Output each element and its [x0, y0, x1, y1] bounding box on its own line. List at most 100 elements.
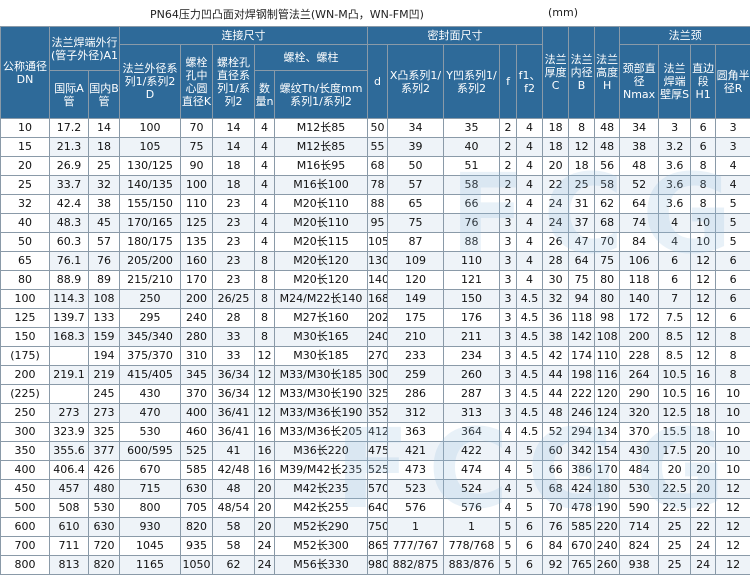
- table-cell: 460: [181, 423, 213, 442]
- table-cell: 363: [388, 423, 444, 442]
- table-cell: 8: [716, 366, 750, 385]
- table-cell: 3: [500, 404, 517, 423]
- table-cell: 245: [89, 385, 120, 404]
- table-cell: 6: [517, 537, 543, 556]
- table-cell: 42.4: [50, 195, 89, 214]
- table-cell: 75: [181, 138, 213, 157]
- table-cell: 130: [368, 252, 388, 271]
- table-cell: 4: [659, 214, 691, 233]
- table-cell: 3: [716, 119, 750, 138]
- table-cell: 370: [620, 423, 659, 442]
- table-cell: 670: [120, 461, 181, 480]
- table-cell: 478: [569, 499, 595, 518]
- header-thickness: 法兰厚度C: [543, 27, 569, 119]
- table-cell: 70: [543, 499, 569, 518]
- table-cell: 25: [659, 556, 691, 575]
- table-cell: M27长160: [275, 309, 368, 328]
- table-cell: 92: [543, 556, 569, 575]
- table-cell: 570: [368, 480, 388, 499]
- table-cell: 2: [500, 195, 517, 214]
- table-cell: 80: [595, 290, 620, 309]
- header-inner-dia: 法兰内径B: [569, 27, 595, 119]
- table-cell: 58: [213, 518, 255, 537]
- table-cell: 198: [569, 366, 595, 385]
- table-cell: M33/M30长190: [275, 385, 368, 404]
- table-cell: 4: [255, 195, 275, 214]
- table-cell: 6: [716, 271, 750, 290]
- table-cell: 149: [388, 290, 444, 309]
- table-cell: 25: [569, 176, 595, 195]
- table-cell: 6: [691, 119, 716, 138]
- flange-spec-table: 公称通径DN 法兰焊端外行(管子外径)A1 连接尺寸 密封面尺寸 法兰厚度C 法…: [0, 26, 750, 575]
- table-cell: 118: [569, 309, 595, 328]
- table-cell: 4: [500, 461, 517, 480]
- table-cell: 3: [659, 119, 691, 138]
- table-cell: 715: [120, 480, 181, 499]
- table-cell: 375/370: [120, 347, 181, 366]
- table-cell: 14: [213, 119, 255, 138]
- table-cell: 100: [181, 176, 213, 195]
- table-cell: 4.5: [517, 423, 543, 442]
- table-cell: 4: [659, 233, 691, 252]
- table-cell: 4.5: [517, 385, 543, 404]
- table-cell: 12: [691, 347, 716, 366]
- table-cell: 22: [543, 176, 569, 195]
- table-cell: 610: [50, 518, 89, 537]
- dn-cell: 150: [1, 328, 50, 347]
- table-cell: 406.4: [50, 461, 89, 480]
- table-cell: 386: [569, 461, 595, 480]
- header-dom-b: 国内B管: [89, 71, 120, 119]
- table-cell: 3: [500, 385, 517, 404]
- table-cell: 74: [620, 214, 659, 233]
- table-cell: 5: [517, 442, 543, 461]
- table-cell: 8: [691, 157, 716, 176]
- table-cell: 6: [691, 138, 716, 157]
- table-cell: M16长100: [275, 176, 368, 195]
- table-cell: M33/M36长205: [275, 423, 368, 442]
- table-cell: 524: [444, 480, 500, 499]
- table-cell: 3: [500, 328, 517, 347]
- table-cell: 88: [368, 195, 388, 214]
- table-cell: 4: [255, 233, 275, 252]
- table-cell: 215/210: [120, 271, 181, 290]
- table-cell: 3: [716, 138, 750, 157]
- table-cell: 200: [620, 328, 659, 347]
- table-cell: 18: [213, 157, 255, 176]
- table-cell: M16长95: [275, 157, 368, 176]
- table-cell: 94: [569, 290, 595, 309]
- header-neck-dia: 颈部直径Nmax: [620, 45, 659, 119]
- table-cell: 51: [444, 157, 500, 176]
- table-cell: 1050: [181, 556, 213, 575]
- table-cell: 62: [213, 556, 255, 575]
- table-cell: 125: [181, 214, 213, 233]
- dn-cell: 700: [1, 537, 50, 556]
- table-cell: M24/M22长140: [275, 290, 368, 309]
- table-cell: M39/M42长235: [275, 461, 368, 480]
- table-cell: 4: [517, 214, 543, 233]
- table-cell: 28: [543, 252, 569, 271]
- table-cell: 159: [89, 328, 120, 347]
- table-cell: 8.5: [659, 347, 691, 366]
- table-cell: 765: [569, 556, 595, 575]
- table-cell: 47: [569, 233, 595, 252]
- table-cell: 640: [368, 499, 388, 518]
- table-cell: 422: [444, 442, 500, 461]
- table-cell: 475: [368, 442, 388, 461]
- table-cell: 24: [543, 214, 569, 233]
- table-cell: 12: [691, 271, 716, 290]
- table-cell: 4: [517, 252, 543, 271]
- table-cell: 5: [500, 556, 517, 575]
- dn-cell: 125: [1, 309, 50, 328]
- table-cell: 2: [500, 157, 517, 176]
- table-cell: 4.5: [517, 404, 543, 423]
- header-bolt-qty: 数量n: [255, 71, 275, 119]
- table-cell: 30: [543, 271, 569, 290]
- table-cell: 935: [181, 537, 213, 556]
- table-cell: 8: [255, 271, 275, 290]
- table-cell: 48.3: [50, 214, 89, 233]
- header-bolt-group: 螺栓、螺柱: [255, 45, 368, 71]
- table-cell: 16: [691, 366, 716, 385]
